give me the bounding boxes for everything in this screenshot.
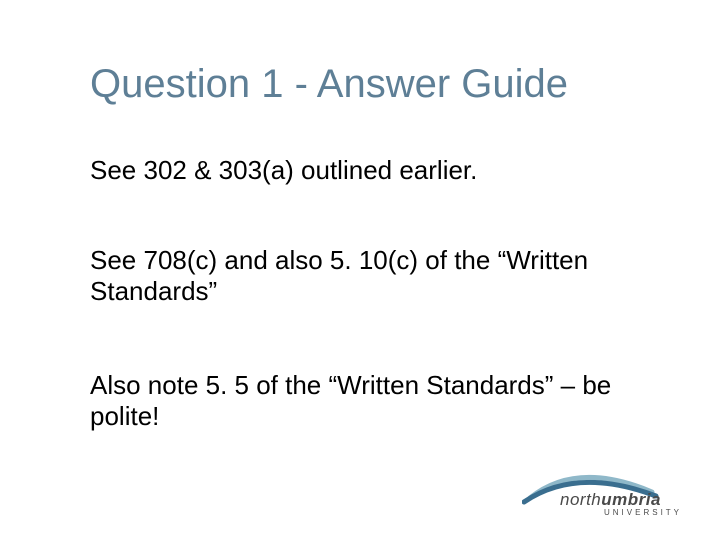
logo-word-bold: umbria <box>601 490 661 509</box>
paragraph-2: See 708(c) and also 5. 10(c) of the “Wri… <box>90 245 630 307</box>
northumbria-logo: northumbria UNIVERSITY <box>522 468 692 522</box>
logo-wordmark: northumbria <box>560 490 661 510</box>
slide-title: Question 1 - Answer Guide <box>90 62 650 107</box>
slide: Question 1 - Answer Guide See 302 & 303(… <box>0 0 720 540</box>
paragraph-3: Also note 5. 5 of the “Written Standards… <box>90 370 630 432</box>
logo-word-light: north <box>560 490 601 509</box>
paragraph-1: See 302 & 303(a) outlined earlier. <box>90 155 630 186</box>
logo-subtext: UNIVERSITY <box>604 508 682 517</box>
